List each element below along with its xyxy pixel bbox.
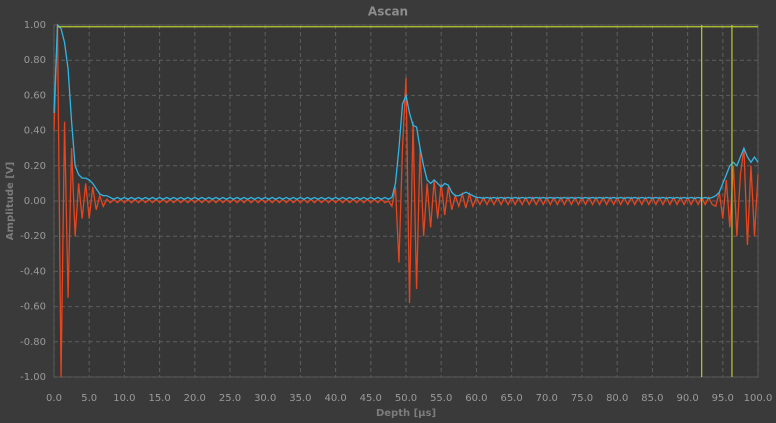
y-tick-label: 0.80: [24, 55, 46, 66]
y-tick-label: -0.80: [20, 337, 46, 348]
x-tick-label: 65.0: [500, 393, 522, 404]
x-tick-label: 85.0: [641, 393, 663, 404]
y-tick-label: 0.40: [24, 126, 46, 137]
x-axis-title: Depth [µs]: [376, 408, 436, 419]
y-tick-label: 0.00: [24, 196, 46, 207]
x-tick-label: 40.0: [324, 393, 346, 404]
x-tick-label: 30.0: [254, 393, 276, 404]
y-axis-title: Amplitude [V]: [5, 162, 16, 240]
y-tick-label: 0.60: [24, 90, 46, 101]
y-tick-label: 0.20: [24, 161, 46, 172]
x-tick-label: 0.0: [46, 393, 62, 404]
x-tick-label: 45.0: [360, 393, 382, 404]
y-tick-label: 1.00: [24, 20, 46, 31]
x-tick-label: 15.0: [148, 393, 170, 404]
x-tick-label: 90.0: [676, 393, 698, 404]
x-tick-label: 10.0: [113, 393, 135, 404]
x-tick-label: 100.0: [744, 393, 773, 404]
y-tick-label: -0.20: [20, 231, 46, 242]
chart-title: Ascan: [368, 5, 408, 19]
y-tick-label: -0.60: [20, 302, 46, 313]
series-line: [53, 23, 759, 200]
y-tick-label: -0.40: [20, 266, 46, 277]
x-tick-label: 5.0: [81, 393, 97, 404]
y-tick-label: -1.00: [20, 372, 46, 383]
x-tick-label: 20.0: [184, 393, 206, 404]
series-line: [53, 24, 759, 378]
x-tick-label: 50.0: [395, 393, 417, 404]
x-tick-label: 60.0: [465, 393, 487, 404]
x-tick-label: 95.0: [712, 393, 734, 404]
x-tick-label: 25.0: [219, 393, 241, 404]
x-tick-label: 55.0: [430, 393, 452, 404]
x-tick-label: 80.0: [606, 393, 628, 404]
x-tick-label: 35.0: [289, 393, 311, 404]
x-tick-label: 70.0: [536, 393, 558, 404]
x-tick-label: 75.0: [571, 393, 593, 404]
